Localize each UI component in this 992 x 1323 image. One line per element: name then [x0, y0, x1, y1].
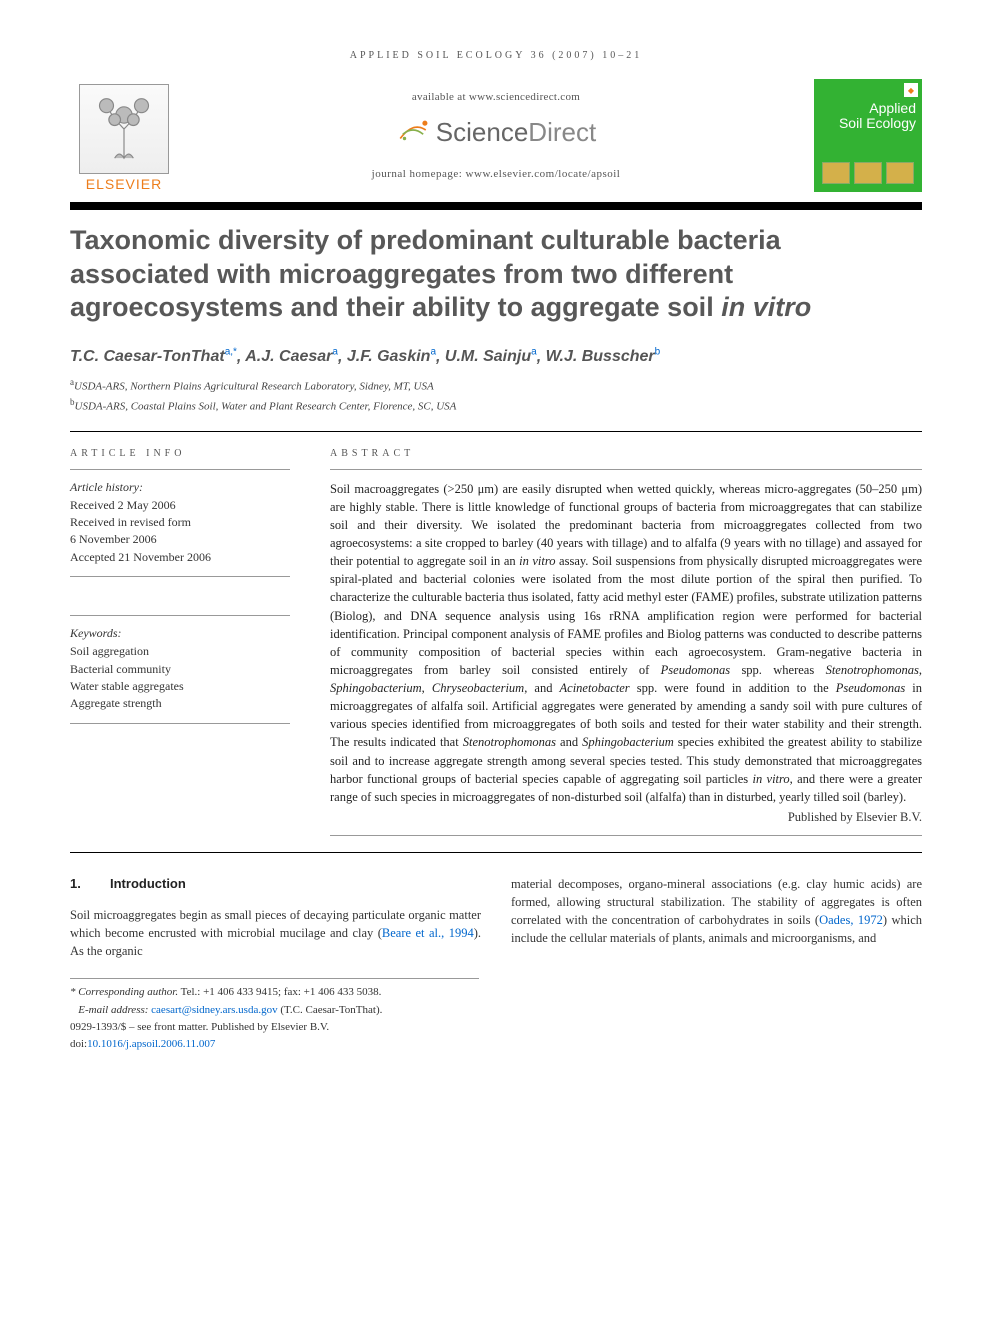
email-link[interactable]: caesart@sidney.ars.usda.gov [151, 1004, 277, 1016]
corr-label: * Corresponding author. [70, 986, 178, 998]
history-lines: Received 2 May 2006Received in revised f… [70, 497, 290, 567]
author: T.C. Caesar-TonThata,* [70, 348, 237, 365]
abstract-span: , and [524, 681, 559, 695]
citation-link-2[interactable]: Oades, 1972 [819, 913, 883, 927]
doi-link[interactable]: 10.1016/j.apsoil.2006.11.007 [87, 1038, 215, 1050]
email-label: E-mail address: [78, 1004, 151, 1016]
title-ital: in vitro [721, 292, 811, 322]
keyword: Aggregate strength [70, 695, 290, 712]
front-matter: 0929-1393/$ – see front matter. Publishe… [70, 1020, 479, 1035]
journal-homepage-line: journal homepage: www.elsevier.com/locat… [372, 168, 621, 180]
history-line: 6 November 2006 [70, 531, 290, 548]
header-rule [70, 202, 922, 210]
author: U.M. Sainjua [445, 348, 537, 365]
available-at-line: available at www.sciencedirect.com [412, 91, 580, 103]
sciencedirect-swoosh-icon [396, 113, 430, 152]
title-rule [70, 431, 922, 432]
cover-title-2: Soil Ecology [839, 115, 916, 131]
abstract-col: ABSTRACT Soil macroaggregates (>250 μm) … [330, 448, 922, 836]
keyword: Bacterial community [70, 661, 290, 678]
sciencedirect-logo: ScienceDirect [396, 113, 596, 152]
abstract-ital: in vitro [752, 772, 789, 786]
history-line: Accepted 21 November 2006 [70, 549, 290, 566]
history-line: Received 2 May 2006 [70, 497, 290, 514]
affiliation: aUSDA-ARS, Northern Plains Agricultural … [70, 376, 922, 395]
affiliation-list: aUSDA-ARS, Northern Plains Agricultural … [70, 376, 922, 414]
abstract-ital: Pseudomonas [836, 681, 905, 695]
author: W.J. Busscherb [546, 348, 661, 365]
abstract-span: , [919, 663, 922, 677]
elsevier-wordmark: ELSEVIER [86, 176, 162, 192]
body-para-1: Soil microaggregates begin as small piec… [70, 906, 481, 960]
author: A.J. Caesara [245, 348, 338, 365]
abstract-span: spp. were found in addition to the [630, 681, 836, 695]
abstract-ital: Sphingobacterium [582, 735, 674, 749]
keyword: Soil aggregation [70, 643, 290, 660]
doi-label: doi: [70, 1038, 87, 1050]
doi-line: doi:10.1016/j.apsoil.2006.11.007 [70, 1037, 479, 1052]
author-sup[interactable]: a [430, 347, 436, 358]
email-line: E-mail address: caesart@sidney.ars.usda.… [70, 1003, 479, 1018]
body-columns: 1.Introduction Soil microaggregates begi… [70, 875, 922, 960]
article-info-col: ARTICLE INFO Article history: Received 2… [70, 448, 290, 836]
abstract-ital: Sphingobacterium [330, 681, 422, 695]
history-line: Received in revised form [70, 514, 290, 531]
abstract-ital: Chryseobacterium [432, 681, 524, 695]
section-heading: 1.Introduction [70, 875, 481, 894]
section-title: Introduction [110, 876, 186, 891]
elsevier-tree-icon [79, 84, 169, 174]
abstract-label: ABSTRACT [330, 448, 922, 459]
article-title: Taxonomic diversity of predominant cultu… [70, 224, 922, 325]
abstract-ital: Stenotrophomonas [826, 663, 919, 677]
sd-word-2: Direct [528, 117, 596, 147]
meta-row: ARTICLE INFO Article history: Received 2… [70, 448, 922, 836]
journal-cover-thumb: ◆ Applied Soil Ecology [814, 79, 922, 192]
keyword: Water stable aggregates [70, 678, 290, 695]
footnotes: * Corresponding author. Tel.: +1 406 433… [70, 978, 479, 1053]
abstract-ital: in vitro [519, 554, 555, 568]
history-head: Article history: [70, 480, 290, 495]
corr-rest: Tel.: +1 406 433 9415; fax: +1 406 433 5… [178, 986, 381, 998]
abstract-ital: Stenotrophomonas [463, 735, 556, 749]
elsevier-logo: ELSEVIER [70, 79, 178, 192]
cover-mini-icon: ◆ [904, 83, 918, 97]
author-sup[interactable]: a [531, 347, 537, 358]
cover-title: Applied Soil Ecology [820, 101, 916, 132]
abstract-span: and [556, 735, 582, 749]
sd-word-1: Science [436, 117, 529, 147]
email-paren: (T.C. Caesar-TonThat). [278, 1004, 383, 1016]
header-block: ELSEVIER available at www.sciencedirect.… [70, 79, 922, 192]
abstract-span: , [422, 681, 432, 695]
sciencedirect-wordmark: ScienceDirect [436, 117, 596, 148]
title-main: Taxonomic diversity of predominant cultu… [70, 225, 781, 323]
cover-title-1: Applied [869, 100, 916, 116]
affiliation: bUSDA-ARS, Coastal Plains Soil, Water an… [70, 396, 922, 415]
author-sup[interactable]: b [655, 347, 661, 358]
abstract-bottom-rule [70, 852, 922, 853]
keyword-lines: Soil aggregationBacterial communityWater… [70, 643, 290, 713]
body-para-2: material decomposes, organo-mineral asso… [511, 875, 922, 948]
abstract-span: assay. Soil suspensions from physically … [330, 554, 922, 677]
author-sup[interactable]: a [332, 347, 338, 358]
abstract-ital: Acinetobacter [560, 681, 630, 695]
author-sup[interactable]: a,* [225, 347, 237, 358]
article-info-label: ARTICLE INFO [70, 448, 290, 459]
corresponding-author: * Corresponding author. Tel.: +1 406 433… [70, 985, 479, 1000]
published-by: Published by Elsevier B.V. [330, 810, 922, 825]
author: J.F. Gaskina [347, 348, 436, 365]
author-list: T.C. Caesar-TonThata,*, A.J. Caesara, J.… [70, 347, 922, 366]
section-num: 1. [70, 875, 110, 894]
citation-link-1[interactable]: Beare et al., 1994 [382, 926, 474, 940]
header-center: available at www.sciencedirect.com Scien… [192, 79, 800, 192]
abstract-span: spp. whereas [730, 663, 825, 677]
abstract-text: Soil macroaggregates (>250 μm) are easil… [330, 480, 922, 806]
keywords-head: Keywords: [70, 626, 290, 641]
abstract-ital: Pseudomonas [661, 663, 730, 677]
running-head: APPLIED SOIL ECOLOGY 36 (2007) 10–21 [70, 50, 922, 61]
cover-decor-icons [822, 162, 914, 184]
